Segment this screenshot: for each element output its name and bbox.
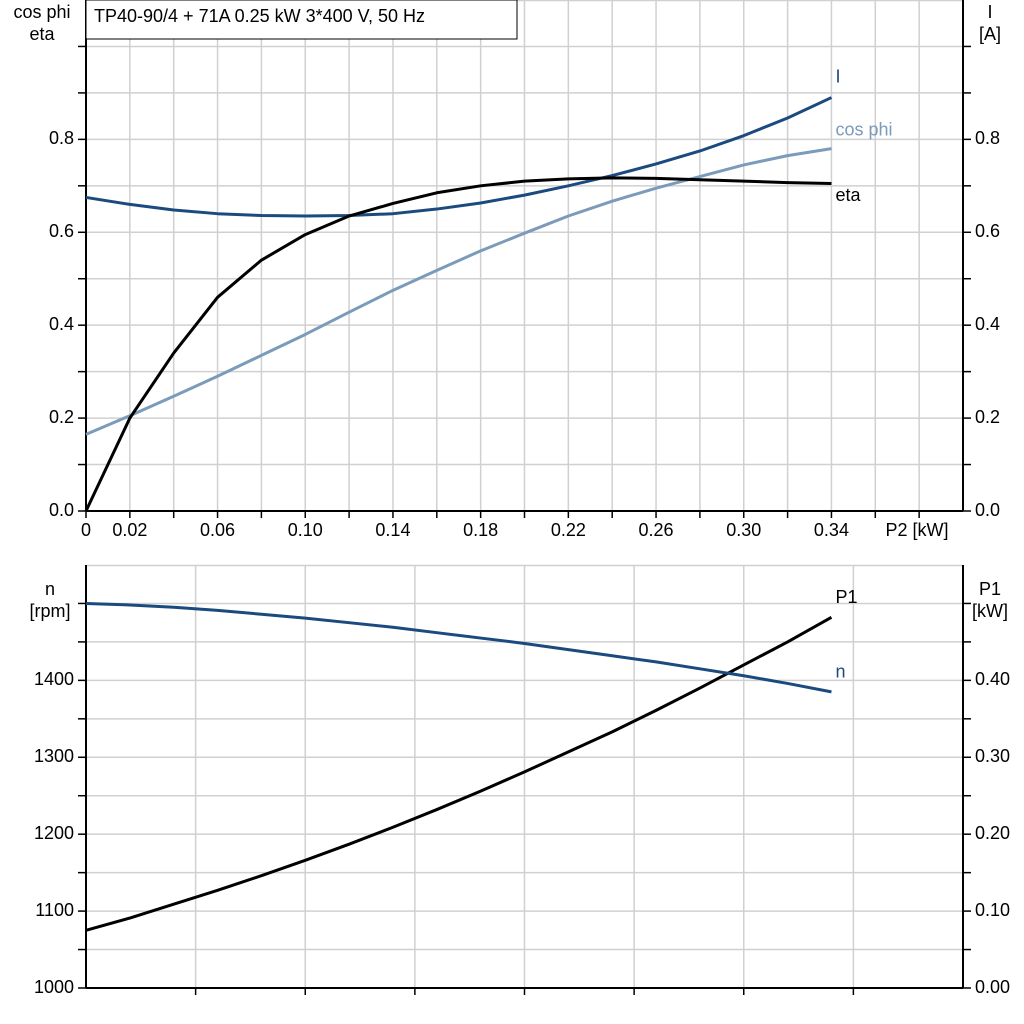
x-tick-label: 0.34	[814, 520, 849, 540]
y2-tick-label: 0.10	[975, 900, 1010, 920]
y-axis-label: eta	[29, 24, 55, 44]
series-line	[85, 601, 832, 694]
x-tick-label: 0.22	[551, 520, 586, 540]
y-tick-label: 0.2	[49, 407, 74, 427]
y2-tick-label: 0.4	[975, 314, 1000, 334]
y-tick-label: 0.0	[49, 500, 74, 520]
y2-axis-label: I	[987, 2, 992, 22]
y2-tick-label: 0.0	[975, 500, 1000, 520]
chart-title: TP40-90/4 + 71A 0.25 kW 3*400 V, 50 Hz	[94, 6, 425, 26]
y2-tick-label: 0.30	[975, 746, 1010, 766]
x-tick-label: 0.06	[200, 520, 235, 540]
series-label: eta	[835, 185, 861, 205]
series-label: cos phi	[835, 119, 892, 139]
y2-tick-label: 0.2	[975, 407, 1000, 427]
series-label: P1	[835, 587, 857, 607]
y2-tick-label: 0.8	[975, 128, 1000, 148]
y2-tick-label: 0.00	[975, 977, 1010, 997]
series-line	[85, 615, 833, 932]
y2-axis-label: [A]	[979, 24, 1001, 44]
y2-axis-label: P1	[979, 579, 1001, 599]
y-tick-label: 0.4	[49, 314, 74, 334]
x-tick-label: 0.10	[288, 520, 323, 540]
y-tick-label: 1200	[34, 823, 74, 843]
x-tick-label: 0.30	[726, 520, 761, 540]
series-label: n	[835, 662, 845, 682]
x-tick-label: 0.18	[463, 520, 498, 540]
x-tick-label: 0.02	[112, 520, 147, 540]
y-axis-label: [rpm]	[29, 601, 70, 621]
x-axis-label: P2 [kW]	[885, 520, 948, 540]
series-line	[85, 147, 832, 436]
y2-tick-label: 0.40	[975, 669, 1010, 689]
series-line	[85, 96, 833, 218]
y2-axis-label: [kW]	[972, 601, 1008, 621]
y-axis-label: cos phi	[13, 2, 70, 22]
x-tick-label: 0.26	[639, 520, 674, 540]
title-box	[85, 0, 518, 40]
y-tick-label: 0.6	[49, 221, 74, 241]
y-tick-label: 1100	[35, 900, 74, 920]
series-line	[84, 176, 832, 512]
y-tick-label: 1000	[34, 977, 74, 997]
y2-tick-label: 0.6	[975, 221, 1000, 241]
y-tick-label: 1400	[34, 669, 74, 689]
y-tick-label: 0.8	[49, 128, 74, 148]
x-tick-label: 0	[81, 520, 91, 540]
y2-tick-label: 0.20	[975, 823, 1010, 843]
series-label: I	[835, 66, 840, 86]
x-tick-label: 0.14	[375, 520, 410, 540]
y-tick-label: 1300	[34, 746, 74, 766]
y-axis-label: n	[45, 579, 55, 599]
